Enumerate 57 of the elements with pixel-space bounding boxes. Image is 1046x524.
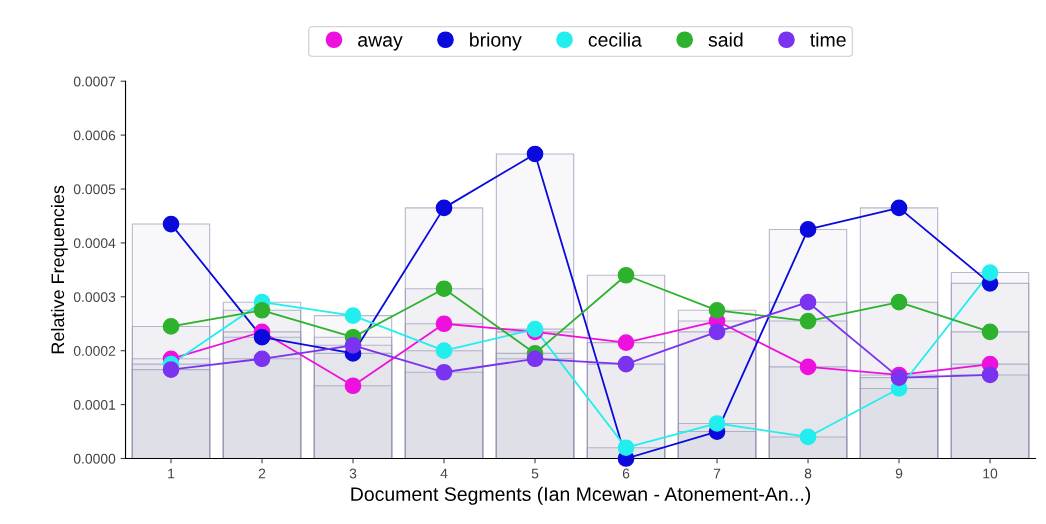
legend-label: briony [470, 32, 522, 51]
x-tick-label: 7 [713, 468, 721, 479]
x-tick-label: 1 [168, 468, 175, 479]
point [981, 264, 999, 281]
point [253, 301, 271, 319]
y-tick-label: 0.0000 [73, 453, 116, 464]
point [162, 215, 180, 233]
point [526, 145, 544, 163]
legend-label: time [810, 32, 846, 47]
y-tick-label: 0.0006 [73, 130, 116, 141]
y-axis-title: Relative Frequencies [50, 185, 68, 354]
point [526, 350, 544, 368]
point [708, 415, 726, 432]
x-tick-label: 6 [622, 468, 630, 479]
legend-label: cecilia [588, 32, 642, 47]
x-tick-label: 9 [895, 468, 903, 479]
point [799, 358, 817, 376]
y-tick-label: 0.0003 [73, 292, 116, 302]
point [435, 280, 453, 298]
point [617, 439, 635, 457]
y-tick-label: 0.0002 [73, 346, 116, 356]
point [981, 366, 999, 384]
x-tick-label: 2 [258, 468, 266, 479]
point [435, 363, 453, 381]
y-tick-label: 0.0005 [73, 184, 116, 195]
point [708, 323, 726, 341]
point [890, 199, 908, 217]
point [344, 377, 362, 395]
point [617, 355, 635, 373]
point [799, 221, 817, 238]
point [617, 266, 635, 284]
legend-label: said [708, 32, 743, 47]
x-axis-title: Document Segments (Ian Mcewan - Atonement-An...) [351, 486, 811, 505]
point [435, 342, 453, 360]
legend-label: away [358, 36, 403, 51]
y-tick-label: 0.0004 [73, 238, 116, 249]
point [981, 323, 999, 341]
x-tick-label: 8 [804, 468, 812, 479]
point [162, 318, 180, 335]
point [344, 307, 362, 325]
point [799, 428, 817, 446]
bar [404, 371, 484, 459]
point [708, 301, 726, 319]
point [799, 312, 817, 330]
point [799, 293, 817, 311]
x-tick-label: 3 [349, 468, 357, 479]
point [435, 199, 453, 217]
point [344, 336, 362, 354]
point [890, 293, 908, 311]
x-tick-label: 5 [531, 468, 539, 479]
x-tick-label: 10 [983, 468, 998, 479]
point [617, 334, 635, 351]
point [435, 315, 453, 333]
y-tick-label: 0.0007 [73, 76, 116, 87]
y-tick-label: 0.0001 [73, 399, 116, 410]
x-tick-label: 4 [440, 468, 448, 479]
bar [586, 363, 666, 459]
